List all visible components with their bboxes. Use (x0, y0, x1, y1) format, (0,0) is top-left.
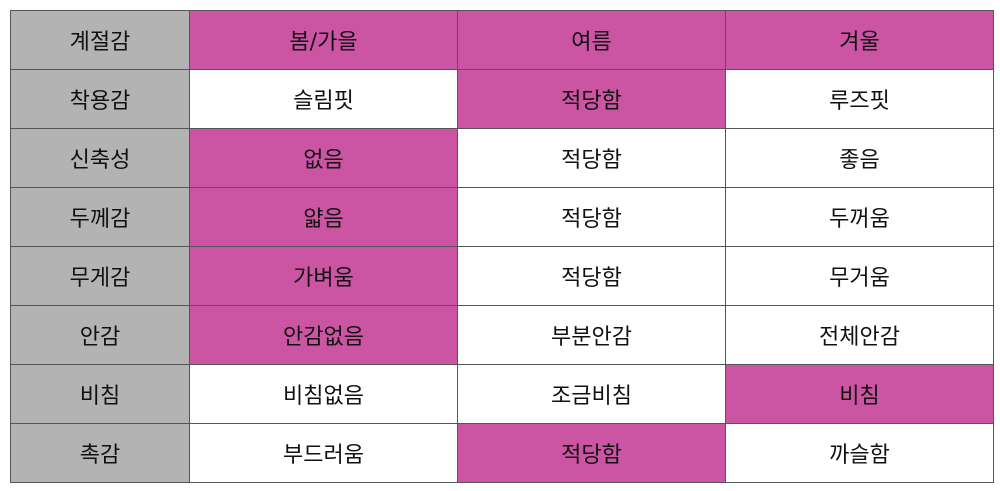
table-cell: 슬림핏 (189, 69, 458, 129)
row-label: 무게감 (10, 246, 190, 306)
header-row: 계절감 봄/가을 여름 겨울 (10, 10, 994, 70)
table-row: 촉감 부드러움 적당함 까슬함 (10, 423, 994, 483)
table-row: 비침 비침없음 조금비침 비침 (10, 364, 994, 424)
table-cell: 전체안감 (725, 305, 994, 365)
table-cell: 두꺼움 (725, 187, 994, 247)
highlighted-cell: 비침 (725, 364, 994, 424)
table-cell: 적당함 (457, 128, 726, 188)
table-row: 안감 안감없음 부분안감 전체안감 (10, 305, 994, 365)
table-cell: 조금비침 (457, 364, 726, 424)
table-cell: 부분안감 (457, 305, 726, 365)
table-cell: 적당함 (457, 187, 726, 247)
table-cell: 비침없음 (189, 364, 458, 424)
highlighted-cell: 적당함 (457, 423, 726, 483)
row-label: 비침 (10, 364, 190, 424)
highlighted-cell: 겨울 (725, 10, 994, 70)
highlighted-cell: 봄/가을 (189, 10, 458, 70)
table-cell: 까슬함 (725, 423, 994, 483)
row-label: 안감 (10, 305, 190, 365)
table-cell: 좋음 (725, 128, 994, 188)
table-cell: 무거움 (725, 246, 994, 306)
row-label: 촉감 (10, 423, 190, 483)
table-cell: 부드러움 (189, 423, 458, 483)
table-row: 착용감 슬림핏 적당함 루즈핏 (10, 69, 994, 129)
highlighted-cell: 가벼움 (189, 246, 458, 306)
table-cell: 루즈핏 (725, 69, 994, 129)
row-label: 착용감 (10, 69, 190, 129)
row-label: 계절감 (10, 10, 190, 70)
table-row: 두께감 얇음 적당함 두꺼움 (10, 187, 994, 247)
highlighted-cell: 없음 (189, 128, 458, 188)
table-row: 무게감 가벼움 적당함 무거움 (10, 246, 994, 306)
row-label: 신축성 (10, 128, 190, 188)
highlighted-cell: 적당함 (457, 69, 726, 129)
table-cell: 적당함 (457, 246, 726, 306)
highlighted-cell: 여름 (457, 10, 726, 70)
row-label: 두께감 (10, 187, 190, 247)
highlighted-cell: 안감없음 (189, 305, 458, 365)
product-attribute-table: 계절감 봄/가을 여름 겨울 착용감 슬림핏 적당함 루즈핏 신축성 없음 적당함 좋음 두께감 얇음 적당… (10, 10, 994, 483)
table-row: 신축성 없음 적당함 좋음 (10, 128, 994, 188)
highlighted-cell: 얇음 (189, 187, 458, 247)
